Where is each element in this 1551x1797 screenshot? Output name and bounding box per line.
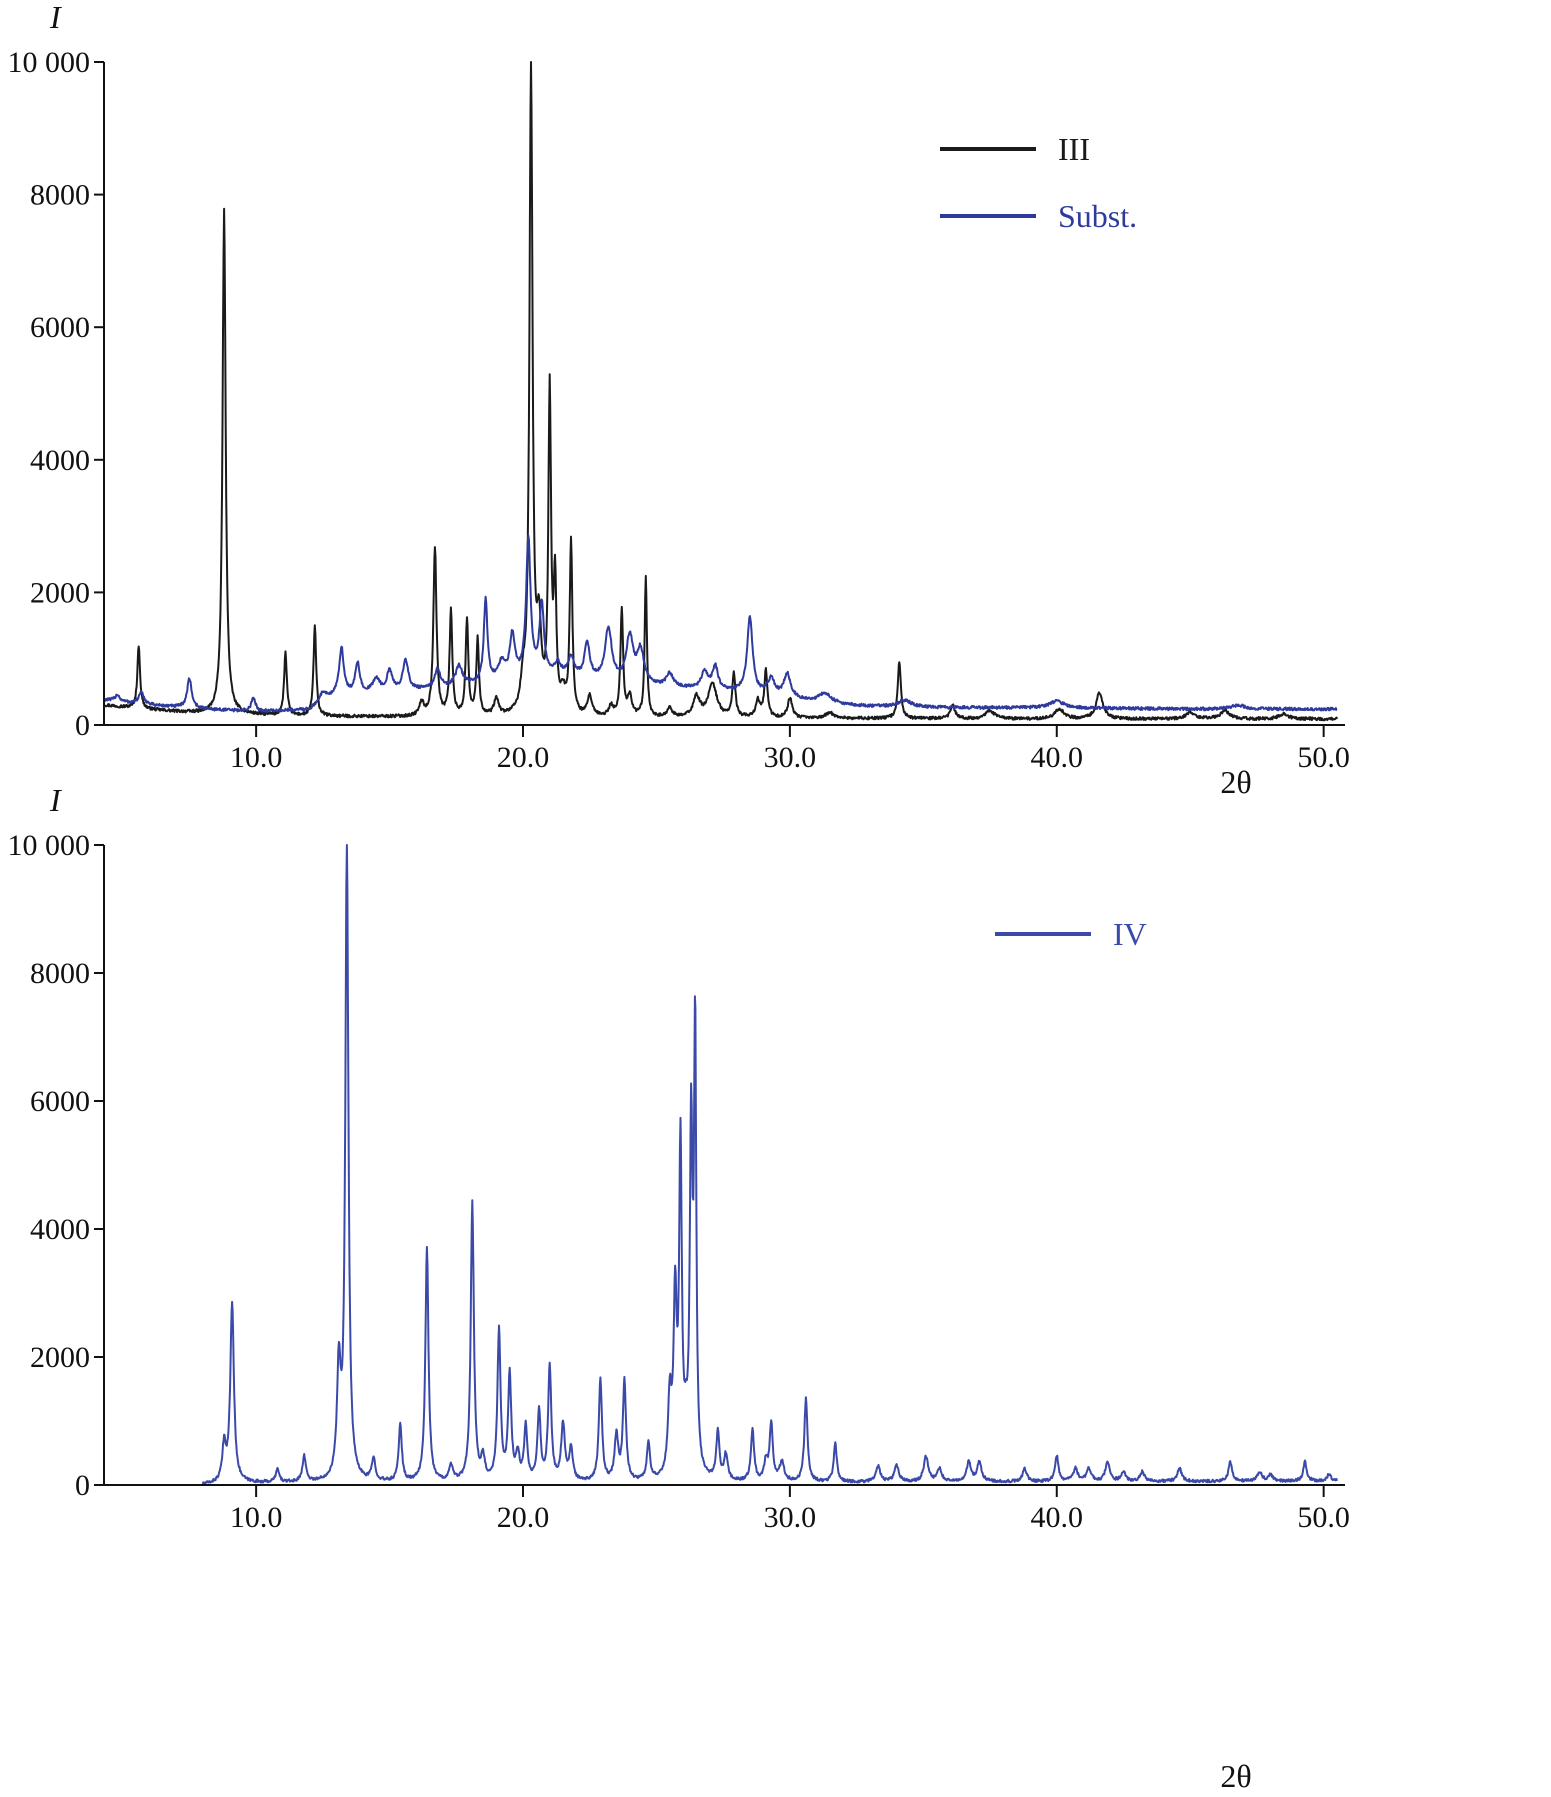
x-tick-label: 20.0 bbox=[497, 741, 550, 774]
y-tick-label: 2000 bbox=[30, 576, 90, 609]
y-tick-label: 10 000 bbox=[8, 829, 91, 862]
series-line-iv bbox=[201, 844, 1338, 1485]
legend-label: III bbox=[1058, 131, 1090, 167]
legend-label: IV bbox=[1113, 916, 1147, 952]
y-tick-label: 2000 bbox=[30, 1341, 90, 1374]
x-axis-title: 2θ bbox=[1220, 1758, 1251, 1794]
x-tick-label: 20.0 bbox=[497, 1501, 550, 1534]
y-tick-label: 0 bbox=[75, 709, 90, 742]
y-tick-label: 8000 bbox=[30, 179, 90, 212]
x-tick-label: 30.0 bbox=[764, 741, 817, 774]
x-axis-title: 2θ bbox=[1220, 764, 1251, 800]
x-tick-label: 50.0 bbox=[1297, 1501, 1350, 1534]
y-tick-label: 10 000 bbox=[8, 46, 91, 79]
y-tick-label: 6000 bbox=[30, 1085, 90, 1118]
x-tick-label: 40.0 bbox=[1031, 741, 1084, 774]
legend-label: Subst. bbox=[1058, 198, 1137, 234]
y-axis-title: I bbox=[49, 0, 62, 35]
y-axis-title: I bbox=[49, 782, 62, 818]
x-tick-label: 50.0 bbox=[1297, 741, 1350, 774]
chart-panel-bottom: 10.0 20.0 30.0 40.0 50.0 0 2000 4000 6000 8000 10 … bbox=[8, 782, 1350, 1794]
series-line-iii bbox=[103, 61, 1338, 722]
y-tick-label: 4000 bbox=[30, 1213, 90, 1246]
chart-panel-top: 10.0 20.0 30.0 40.0 50.0 0 2000 4000 6000 8000 10 … bbox=[8, 0, 1350, 800]
x-tick-label: 10.0 bbox=[230, 1501, 283, 1534]
y-tick-label: 8000 bbox=[30, 957, 90, 990]
x-tick-label: 10.0 bbox=[230, 741, 283, 774]
y-tick-label: 4000 bbox=[30, 444, 90, 477]
series-line-subst bbox=[103, 534, 1338, 713]
y-tick-label: 0 bbox=[75, 1469, 90, 1502]
x-tick-label: 30.0 bbox=[764, 1501, 817, 1534]
y-tick-label: 6000 bbox=[30, 311, 90, 344]
x-tick-label: 40.0 bbox=[1031, 1501, 1084, 1534]
